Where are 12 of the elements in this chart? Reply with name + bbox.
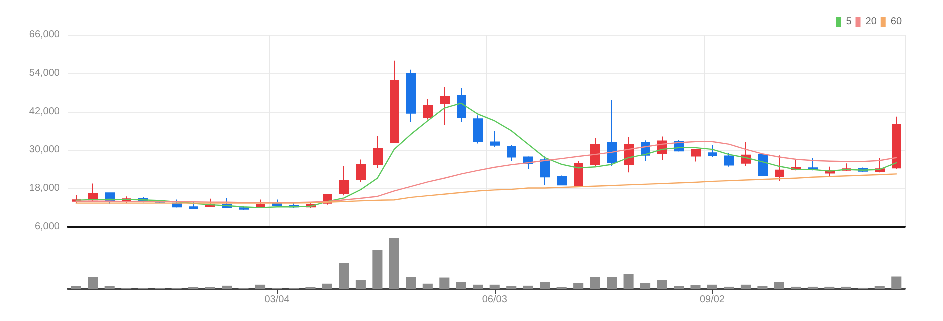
x-tick-label: 06/03 xyxy=(482,294,508,306)
x-tick-label: 03/04 xyxy=(264,294,290,306)
legend-label: 20 xyxy=(866,16,878,28)
y-tick-label: 42,000 xyxy=(29,106,60,118)
legend-label: 60 xyxy=(890,16,902,28)
legend-label: 5 xyxy=(846,16,852,28)
y-tick-label: 18,000 xyxy=(29,183,60,194)
x-tick-label: 09/02 xyxy=(700,294,726,306)
y-tick-label: 66,000 xyxy=(29,30,60,40)
y-tick-label: 30,000 xyxy=(29,144,60,156)
y-tick-label: 6,000 xyxy=(34,222,60,232)
y-tick-label: 54,000 xyxy=(29,68,60,79)
